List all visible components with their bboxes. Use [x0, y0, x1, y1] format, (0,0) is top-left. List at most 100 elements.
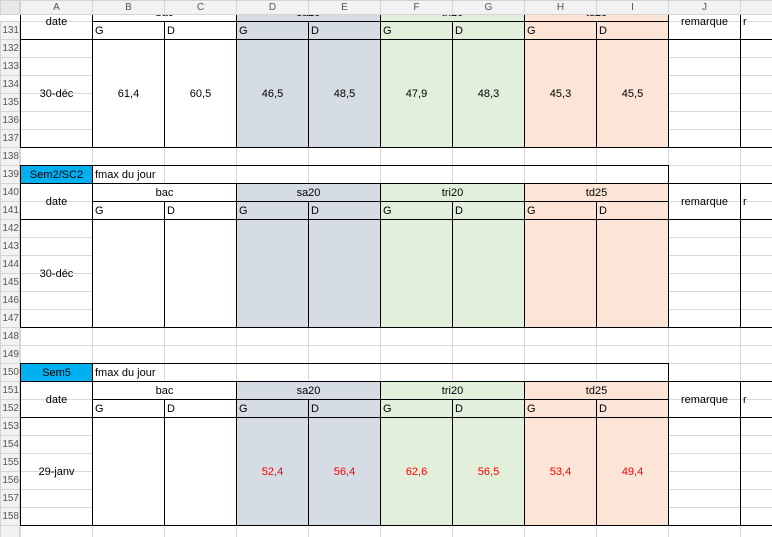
extra-cell [740, 417, 772, 526]
row-number [0, 525, 20, 537]
extra-header: r [740, 183, 772, 220]
grid-cell [380, 327, 453, 346]
grid-cell [740, 147, 772, 166]
grid-cell [452, 147, 525, 166]
value-cell [380, 219, 453, 328]
row-number: 147 [0, 309, 20, 328]
row-number: 134 [0, 75, 20, 94]
value-cell [164, 219, 237, 328]
grid-cell [740, 363, 772, 382]
side-header: D [308, 399, 381, 418]
side-header: D [308, 21, 381, 40]
grid-cell [20, 345, 93, 364]
column-header: B [92, 0, 165, 15]
group-header: td25 [524, 183, 669, 202]
column-header: F [380, 0, 453, 15]
side-header: D [452, 399, 525, 418]
grid-cell [524, 345, 597, 364]
row-number: 149 [0, 345, 20, 364]
grid-cell [668, 345, 741, 364]
remark-cell [668, 39, 741, 148]
side-header: D [596, 399, 669, 418]
column-header: E [308, 0, 381, 15]
grid-cell [308, 525, 381, 537]
grid-cell [524, 147, 597, 166]
extra-header: r [740, 381, 772, 418]
side-header: G [236, 21, 309, 40]
group-header: bac [92, 183, 237, 202]
row-number: 145 [0, 273, 20, 292]
grid-cell [92, 327, 165, 346]
row-number: 150 [0, 363, 20, 382]
row-number: 140 [0, 183, 20, 202]
row-number: 156 [0, 471, 20, 490]
value-cell: 49,4 [596, 417, 669, 526]
column-header [740, 0, 772, 15]
value-cell [92, 417, 165, 526]
group-header: tri20 [380, 381, 525, 400]
grid-cell [380, 525, 453, 537]
column-header: I [596, 0, 669, 15]
grid-cell [596, 525, 669, 537]
row-number: 131 [0, 21, 20, 40]
grid-cell [452, 525, 525, 537]
side-header: D [452, 201, 525, 220]
grid-cell [380, 345, 453, 364]
value-cell [308, 219, 381, 328]
column-header: A [20, 0, 93, 15]
value-cell [596, 219, 669, 328]
grid-cell [740, 165, 772, 184]
grid-cell [92, 147, 165, 166]
row-number: 142 [0, 219, 20, 238]
grid-cell [740, 525, 772, 537]
grid-cell [668, 165, 741, 184]
column-header: H [524, 0, 597, 15]
value-cell [164, 417, 237, 526]
value-cell: 60,5 [164, 39, 237, 148]
row-number: 136 [0, 111, 20, 130]
side-header: D [164, 201, 237, 220]
row-number: 141 [0, 201, 20, 220]
row-number: 154 [0, 435, 20, 454]
grid-cell [308, 327, 381, 346]
block-subtitle: fmax du jour [92, 165, 669, 184]
value-cell [92, 219, 165, 328]
row-number: 139 [0, 165, 20, 184]
side-header: G [380, 399, 453, 418]
row-number: 151 [0, 381, 20, 400]
value-cell: 45,3 [524, 39, 597, 148]
grid-cell [668, 327, 741, 346]
value-cell: 48,3 [452, 39, 525, 148]
grid-cell [236, 525, 309, 537]
extra-cell [740, 39, 772, 148]
grid-cell [236, 345, 309, 364]
date-cell: 30-déc [20, 39, 93, 148]
column-header: D [236, 0, 309, 15]
grid-cell [668, 147, 741, 166]
row-number: 144 [0, 255, 20, 274]
row-number: 152 [0, 399, 20, 418]
grid-cell [236, 147, 309, 166]
grid-cell [524, 525, 597, 537]
grid-cell [20, 327, 93, 346]
grid-cell [596, 147, 669, 166]
row-number: 138 [0, 147, 20, 166]
row-number: 137 [0, 129, 20, 148]
block-label: Sem5 [20, 363, 93, 382]
grid-cell [164, 327, 237, 346]
value-cell: 48,5 [308, 39, 381, 148]
column-header: C [164, 0, 237, 15]
column-header: G [452, 0, 525, 15]
side-header: G [92, 399, 165, 418]
row-number: 146 [0, 291, 20, 310]
block-label: Sem2/SC2 [20, 165, 93, 184]
row-number: 135 [0, 93, 20, 112]
grid-cell [668, 525, 741, 537]
grid-cell [20, 525, 93, 537]
side-header: D [596, 201, 669, 220]
side-header: G [524, 21, 597, 40]
value-cell: 56,4 [308, 417, 381, 526]
side-header: G [380, 21, 453, 40]
side-header: D [452, 21, 525, 40]
